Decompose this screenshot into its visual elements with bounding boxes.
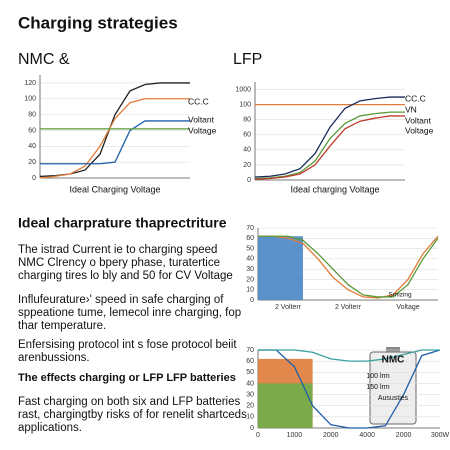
x-axis-label: Ideal Charging Voltage [69, 184, 160, 194]
y-tick-label: 10 [246, 414, 254, 421]
y-tick-label: 1000 [235, 86, 251, 93]
y-tick-label: 40 [28, 143, 36, 150]
paragraph-line: Enfersising protocol int s fose protocol… [18, 339, 237, 351]
series-line [258, 349, 441, 429]
x-tick-label: 4000 [359, 432, 375, 439]
y-tick-label: 80 [28, 111, 36, 118]
y-tick-label: 70 [246, 225, 254, 232]
y-tick-label: 100 [24, 96, 36, 103]
paragraph-line: applications. [18, 422, 82, 434]
subhead: LFP [233, 51, 262, 68]
y-tick-label: 10 [246, 287, 254, 294]
y-tick-label: 120 [24, 80, 36, 87]
y-tick-label: 40 [246, 256, 254, 263]
paragraph-line: The istrad Current ie to charging speed [18, 244, 217, 256]
x-tick-label: 2 Volterr [335, 304, 362, 311]
annotation: Smizing [388, 292, 412, 299]
y-tick-label: 50 [246, 245, 254, 252]
y-tick-label: 0 [250, 297, 254, 304]
paragraph-line: NMC Clrency o bpery phase, turatertice [18, 257, 220, 269]
x-tick-label: 300W [431, 432, 450, 439]
y-tick-label: 20 [246, 403, 254, 410]
y-tick-label: 100 [239, 101, 251, 108]
series-line [258, 349, 440, 362]
paragraph-line: Influfeurature›' speed in safe charging … [18, 294, 224, 306]
y-tick-label: 40 [246, 380, 254, 387]
y-tick-label: 20 [243, 162, 251, 169]
annotation: Voltage [188, 125, 217, 135]
x-tick-label: 2000 [323, 432, 339, 439]
page-title: Charging strategies [18, 13, 178, 32]
annotation: Voltant [405, 115, 432, 125]
series-line [254, 111, 405, 180]
x-tick-label: 0 [256, 432, 260, 439]
x-tick-label: 2 Volterr [275, 304, 302, 311]
y-tick-label: 60 [243, 132, 251, 139]
y-tick-label: 50 [246, 369, 254, 376]
y-tick-label: 40 [243, 147, 251, 154]
x-axis-label: Ideal charging Voltage [290, 184, 379, 194]
paragraph-line: arenbussions. [18, 352, 90, 364]
battery-cap [386, 347, 400, 352]
series-line [258, 235, 439, 299]
annotation: 100 lrm [366, 373, 390, 380]
y-tick-label: 20 [28, 159, 36, 166]
x-tick-label: 1000 [287, 432, 303, 439]
y-tick-label: 0 [32, 175, 36, 182]
annotation: CC.C [188, 96, 209, 106]
y-tick-label: 60 [28, 127, 36, 134]
x-tick-label: Voltage [396, 304, 419, 311]
annotation: Aususties [378, 395, 409, 402]
heading: Ideal charprature thaprectriture [18, 215, 227, 231]
y-tick-label: 60 [246, 358, 254, 365]
paragraph-line: Fast charging on both six and LFP batter… [18, 396, 241, 408]
subhead: NMC & [18, 51, 70, 68]
y-tick-label: 60 [246, 235, 254, 242]
bold-heading: The effects charging or LFP LFP batterie… [18, 372, 236, 384]
annotation: NMC [382, 355, 405, 366]
y-tick-label: 80 [243, 117, 251, 124]
y-tick-label: 0 [250, 425, 254, 432]
series-line [40, 120, 190, 165]
paragraph-line: rast, chargingtby risks of for renelit s… [18, 409, 247, 421]
x-tick-label: 2000 [396, 432, 412, 439]
y-tick-label: 30 [246, 391, 254, 398]
paragraph-line: sppeatione tume, lemecol inre charging, … [18, 307, 241, 319]
annotation: Voltant [188, 114, 215, 124]
y-tick-label: 0 [247, 177, 251, 184]
annotation: 150 lrm [366, 384, 390, 391]
series-area [258, 383, 313, 428]
series-line [39, 98, 190, 179]
annotation: CC.C [405, 93, 426, 103]
annotation: VN [405, 104, 417, 114]
y-tick-label: 30 [246, 266, 254, 273]
series-line [258, 235, 439, 298]
series-line [254, 115, 405, 180]
series-area [258, 236, 303, 300]
y-tick-label: 20 [246, 276, 254, 283]
series-line [254, 96, 405, 178]
paragraph-line: charging tires lo bly and 50 for CV Volt… [18, 270, 233, 282]
paragraph-line: thar temperature. [18, 320, 106, 332]
annotation: Voltage [405, 125, 434, 135]
y-tick-label: 70 [246, 347, 254, 354]
